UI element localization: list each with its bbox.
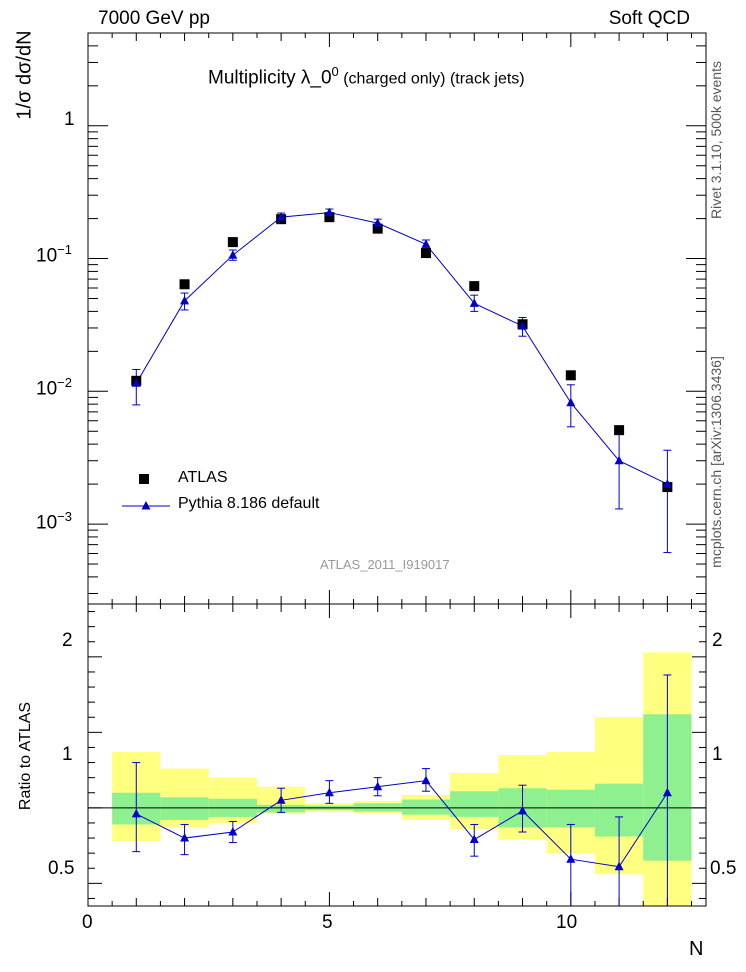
pythia-point xyxy=(614,455,624,465)
pythia-point xyxy=(421,239,431,248)
pythia-point xyxy=(324,207,334,217)
ratio-point xyxy=(421,775,431,785)
atlas-point xyxy=(227,237,238,248)
main-ytick-label-1e-2: 10−2 xyxy=(36,375,72,400)
pythia-point xyxy=(469,298,479,307)
rivet-version-label: Rivet 3.1.10, 500k events xyxy=(708,61,724,219)
atlas-point xyxy=(372,223,383,234)
ratio-ytick-label-2-left: 2 xyxy=(62,630,73,651)
ratio-point xyxy=(469,834,479,844)
legend-label-atlas: ATLAS xyxy=(178,469,228,486)
ratio-inner-band-2 xyxy=(160,797,209,820)
ratio-point xyxy=(324,787,334,797)
ratio-inner-band-8 xyxy=(450,791,499,817)
xtick-label-10: 10 xyxy=(556,912,578,933)
ratio-point xyxy=(180,833,190,842)
x-axis-title: N xyxy=(689,938,704,960)
atlas-point xyxy=(420,248,431,259)
xtick-label-5: 5 xyxy=(322,912,333,933)
pythia-point xyxy=(228,250,238,259)
header-beam-label: 7000 GeV pp xyxy=(98,8,210,29)
ratio-point xyxy=(373,781,383,791)
pythia-point xyxy=(276,212,286,221)
pythia-point xyxy=(662,479,672,488)
atlas-point xyxy=(179,279,190,290)
legend-label-pythia: Pythia 8.186 default xyxy=(178,495,320,512)
header-process-label: Soft QCD xyxy=(608,8,690,29)
main-y-axis-title: 1/σ dσ/dN xyxy=(13,30,36,120)
main-ytick-label-1e-1: 10−1 xyxy=(36,242,72,267)
ratio-point xyxy=(276,795,286,804)
plot-title-subtitle: (charged only) (track jets) xyxy=(338,70,525,88)
legend-marker-atlas xyxy=(139,474,149,484)
main-ytick-label-1e-3: 10−3 xyxy=(36,509,72,534)
pythia-line xyxy=(135,212,668,485)
mcplots-source-label: mcplots.cern.ch [arXiv:1306.3436] xyxy=(708,356,724,568)
plot-title-main: Multiplicity λ_0 xyxy=(208,67,332,89)
plot-title: Multiplicity λ_00 (charged only) (track … xyxy=(208,64,525,89)
atlas-point xyxy=(469,281,480,292)
pythia-point xyxy=(131,378,141,387)
ratio-ytick-label-05-left: 0.5 xyxy=(48,858,75,879)
ratio-point xyxy=(566,854,576,863)
main-frame xyxy=(87,32,707,605)
ratio-ytick-label-05-right: 0.5 xyxy=(710,858,737,879)
ratio-ytick-label-1-right: 1 xyxy=(712,744,723,765)
pythia-point xyxy=(566,397,576,407)
main-ytick-label-1: 1 xyxy=(64,109,75,130)
xtick-label-0: 0 xyxy=(82,912,93,933)
ratio-line xyxy=(136,780,668,868)
ratio-point xyxy=(131,808,141,818)
ratio-plot-marks xyxy=(131,674,672,906)
axis-ticks xyxy=(87,32,706,906)
ratio-point xyxy=(662,787,672,797)
ratio-ytick-label-2-right: 2 xyxy=(712,630,723,651)
analysis-watermark: ATLAS_2011_I919017 xyxy=(320,557,450,572)
main-plot-marks xyxy=(131,207,673,554)
legend-marks xyxy=(122,474,170,510)
pythia-point xyxy=(180,295,190,305)
ratio-point xyxy=(614,861,624,871)
ratio-inner-band-7 xyxy=(401,799,451,815)
pythia-point xyxy=(518,321,528,330)
ratio-inner-band-10 xyxy=(546,789,595,828)
atlas-point xyxy=(324,212,335,223)
ratio-point xyxy=(228,827,238,836)
atlas-point xyxy=(565,370,576,381)
axis-frames xyxy=(87,32,707,907)
ratio-uncertainty-bands xyxy=(88,652,706,906)
plot-title-superscript: 0 xyxy=(331,64,339,79)
ratio-frame xyxy=(87,603,707,907)
pythia-point xyxy=(373,218,383,227)
legend-marker-pythia xyxy=(141,501,151,510)
atlas-point xyxy=(614,425,625,436)
ratio-ytick-label-1-left: 1 xyxy=(62,744,73,765)
ratio-point xyxy=(518,805,528,815)
ratio-y-axis-title: Ratio to ATLAS xyxy=(17,701,34,811)
